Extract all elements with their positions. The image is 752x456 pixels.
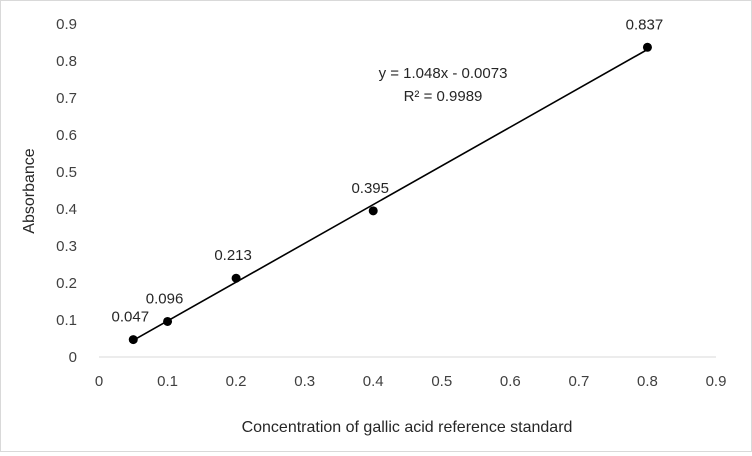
x-tick-label: 0.5 — [431, 373, 452, 390]
data-point — [231, 273, 241, 283]
x-tick-label: 0.4 — [363, 373, 384, 390]
x-tick-label: 0.1 — [157, 373, 178, 390]
x-tick-label: 0.8 — [637, 373, 658, 390]
y-tick-label: 0 — [69, 349, 77, 366]
data-labels: 0.047 0.096 0.213 0.395 0.837 — [112, 16, 664, 325]
y-tick-label: 0.3 — [56, 238, 77, 255]
y-tick-label: 0.5 — [56, 164, 77, 181]
data-label: 0.213 — [214, 247, 252, 264]
y-tick-label: 0.1 — [56, 312, 77, 329]
trendline — [132, 48, 648, 342]
y-tick-label: 0.4 — [56, 201, 77, 218]
x-tick-label: 0.9 — [706, 373, 727, 390]
x-tick-label: 0.2 — [226, 373, 247, 390]
y-tick-label: 0.7 — [56, 90, 77, 107]
data-point — [128, 335, 138, 345]
data-label: 0.837 — [626, 16, 664, 33]
data-label: 0.047 — [112, 309, 150, 326]
trendline-group — [132, 48, 648, 342]
y-tick-label: 0.2 — [56, 275, 77, 292]
trendline-equation: y = 1.048x - 0.0073 — [379, 65, 508, 82]
data-point — [163, 316, 173, 326]
y-tick-label: 0.8 — [56, 53, 77, 70]
data-label: 0.395 — [351, 180, 389, 197]
x-tick-label: 0.6 — [500, 373, 521, 390]
data-points — [128, 42, 652, 345]
y-tick-label: 0.9 — [56, 16, 77, 33]
data-point — [642, 42, 652, 52]
x-axis-title: Concentration of gallic acid reference s… — [242, 419, 573, 436]
trendline-r-squared: R² = 0.9989 — [404, 88, 483, 105]
data-label: 0.096 — [146, 290, 184, 307]
x-tick-label: 0.7 — [568, 373, 589, 390]
tick-labels: 0 0.1 0.2 0.3 0.4 0.5 0.6 0.7 0.8 0.9 0 0.1 0.2 0.3 0.… — [56, 16, 726, 390]
y-axis-title: Absorbance — [21, 148, 38, 233]
data-point — [368, 206, 378, 216]
x-tick-label: 0.3 — [294, 373, 315, 390]
y-tick-label: 0.6 — [56, 127, 77, 144]
x-tick-label: 0 — [95, 373, 103, 390]
